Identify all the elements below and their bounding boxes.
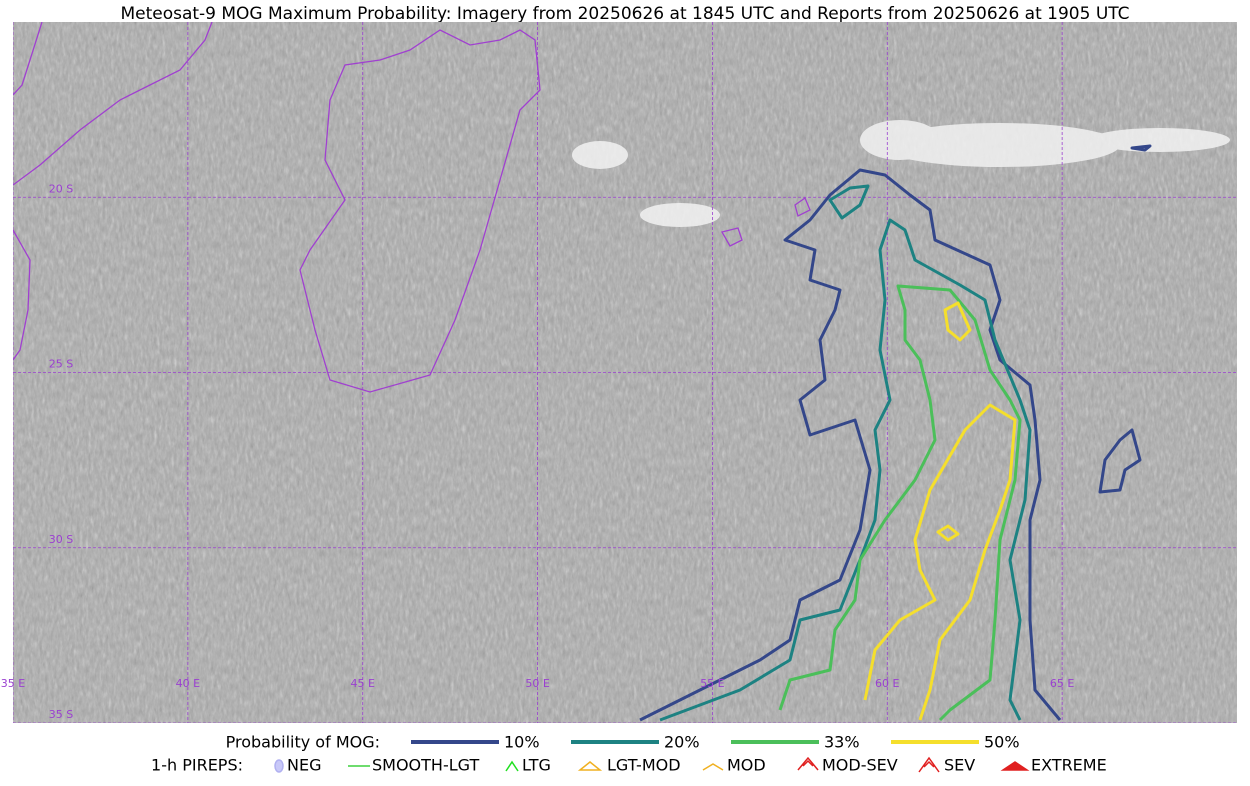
lon-label: 35 E bbox=[1, 677, 25, 690]
pirep-label: LTG bbox=[522, 756, 551, 775]
legend: Probability of MOG: 1-h PIREPS: 10% 20% 33… bbox=[151, 733, 1107, 775]
contour-50 bbox=[863, 403, 1017, 721]
lat-label: 30 S bbox=[49, 533, 73, 546]
lat-label: 35 S bbox=[49, 708, 73, 721]
contour-10 bbox=[1130, 144, 1152, 152]
pirep-label: SEV bbox=[944, 756, 975, 775]
pirep-label: MOD bbox=[727, 756, 766, 775]
contours bbox=[639, 144, 1152, 722]
lon-label: 55 E bbox=[700, 677, 724, 690]
contour-10 bbox=[639, 168, 1062, 722]
contour-33 bbox=[778, 284, 1022, 722]
pirep-label: EXTREME bbox=[1031, 756, 1107, 775]
legend-title: 1-h PIREPS: bbox=[151, 756, 243, 775]
legend-label: 50% bbox=[984, 733, 1020, 752]
pirep-icons bbox=[274, 756, 1030, 773]
lon-label: 40 E bbox=[176, 677, 200, 690]
map bbox=[13, 22, 1237, 723]
legend-title: Probability of MOG: bbox=[226, 733, 380, 752]
lon-label: 45 E bbox=[350, 677, 374, 690]
coastlines bbox=[13, 22, 811, 393]
lon-label: 65 E bbox=[1050, 677, 1074, 690]
lat-label: 20 S bbox=[49, 182, 73, 195]
legend-label: 10% bbox=[504, 733, 540, 752]
contour-20 bbox=[828, 184, 870, 220]
lat-label: 25 S bbox=[49, 358, 73, 371]
legend-label: 33% bbox=[824, 733, 860, 752]
legend-label: 20% bbox=[664, 733, 700, 752]
pirep-label: LGT-MOD bbox=[607, 756, 681, 775]
graticule bbox=[13, 22, 1237, 723]
contour-20 bbox=[659, 218, 1032, 722]
title: Meteosat-9 MOG Maximum Probability: Imag… bbox=[120, 4, 1129, 24]
bright-clouds bbox=[572, 120, 1230, 227]
pirep-label: MOD-SEV bbox=[822, 756, 898, 775]
pirep-label: SMOOTH-LGT bbox=[372, 756, 479, 775]
contour-50 bbox=[943, 301, 972, 342]
pirep-label: NEG bbox=[287, 756, 321, 775]
contour-10 bbox=[1098, 428, 1142, 494]
lon-label: 60 E bbox=[875, 677, 899, 690]
contour-50 bbox=[936, 524, 960, 542]
lon-label: 50 E bbox=[525, 677, 549, 690]
